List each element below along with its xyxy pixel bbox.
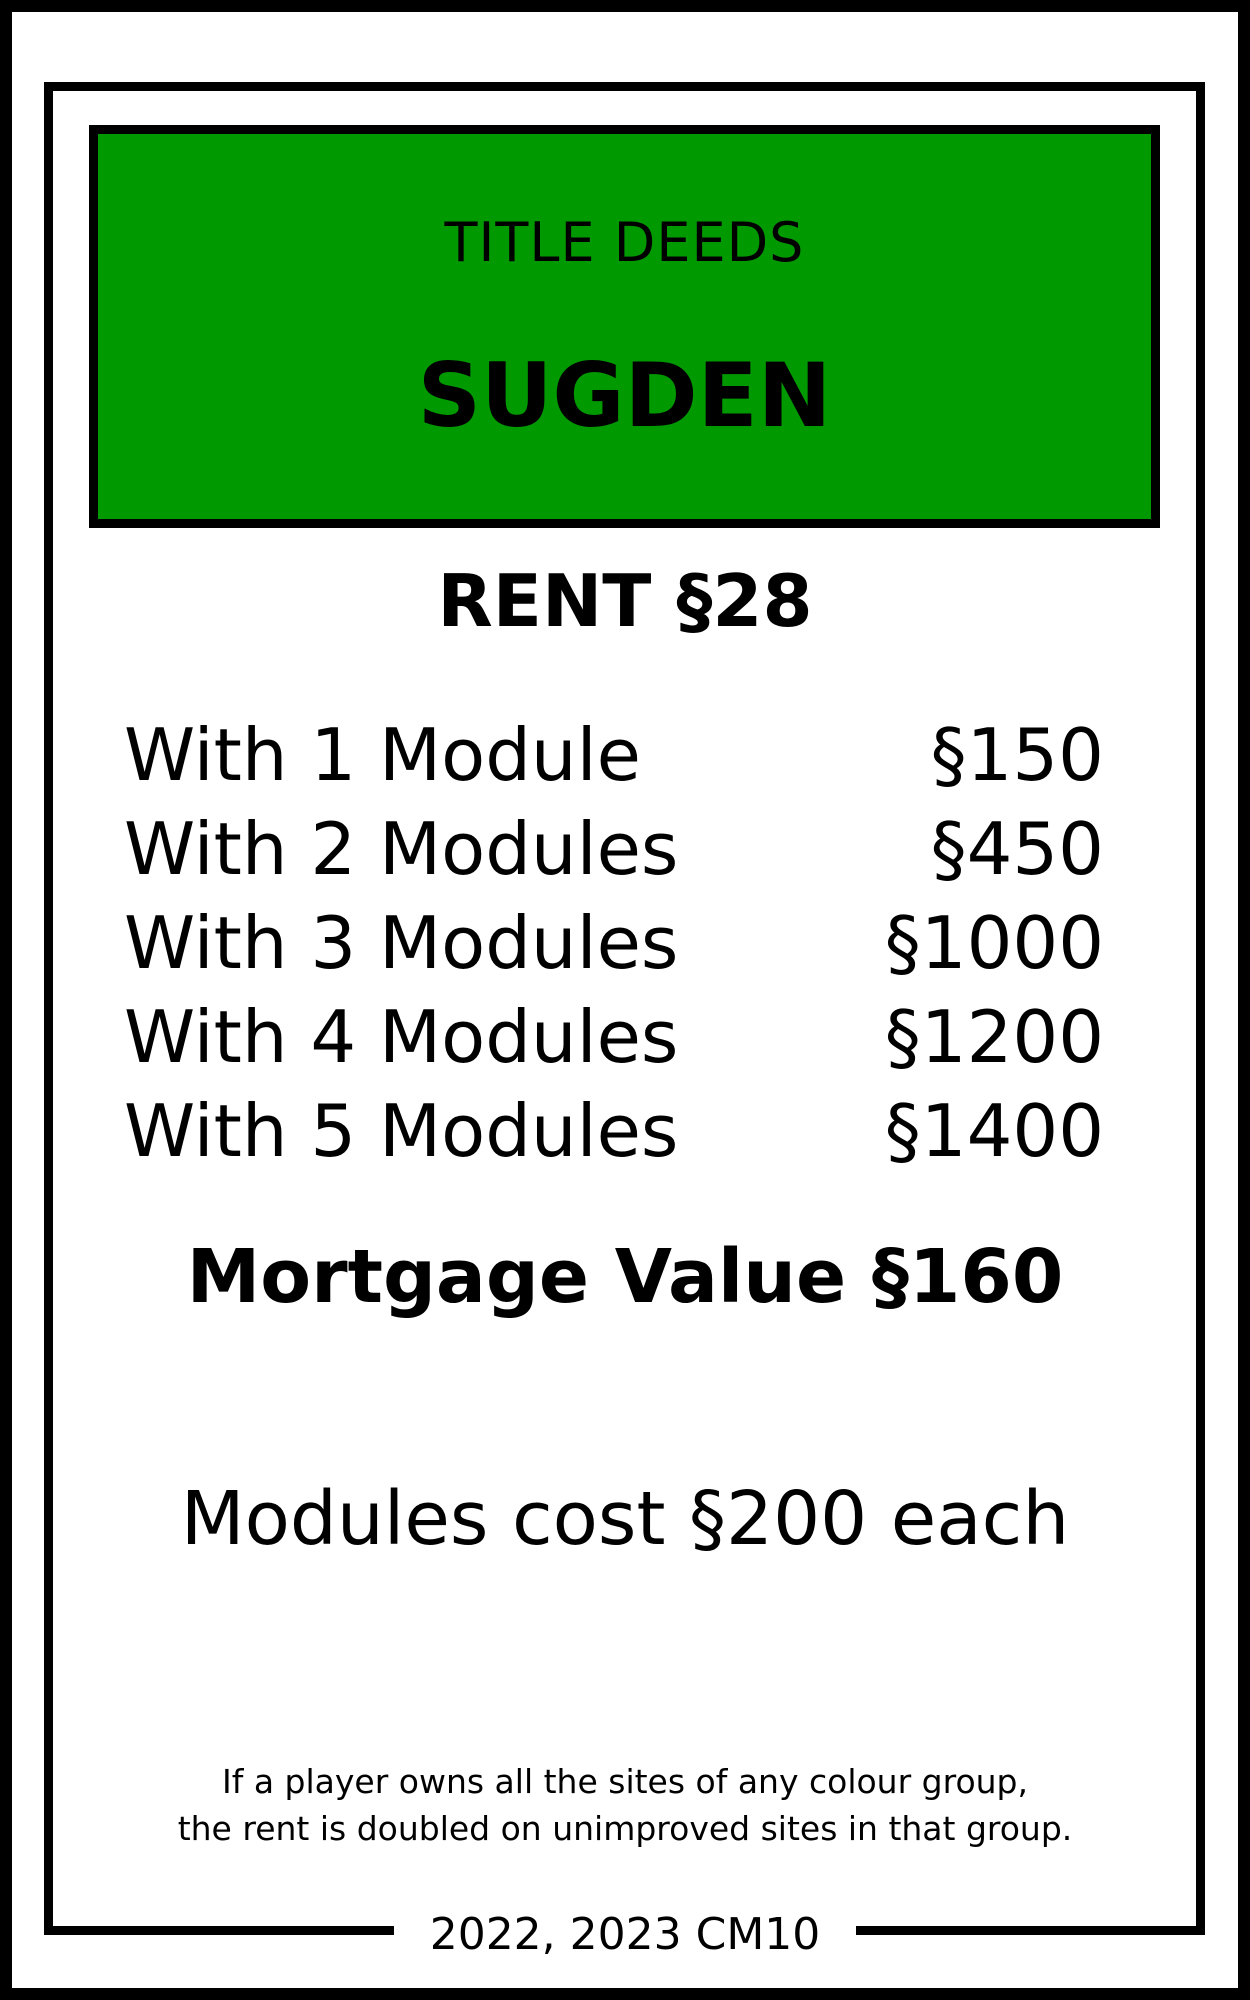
- rent-note-line-2: the rent is doubled on unimproved sites …: [177, 1809, 1073, 1848]
- card-footer: 2022, 2023 CM10: [0, 1910, 1250, 1960]
- rent-row-amount: §1000: [884, 901, 1104, 985]
- rent-row-label: With 1 Module: [124, 713, 641, 797]
- mortgage-value: Mortgage Value §160: [186, 1234, 1064, 1320]
- rent-row-label: With 3 Modules: [124, 901, 679, 985]
- rent-row: With 3 Modules §1000: [124, 896, 1104, 990]
- rent-row: With 4 Modules §1200: [124, 990, 1104, 1084]
- rent-row: With 2 Modules §450: [124, 802, 1104, 896]
- rent-row: With 5 Modules §1400: [124, 1084, 1104, 1178]
- header-label: TITLE DEEDS: [444, 211, 805, 274]
- rent-row-amount: §1200: [884, 995, 1104, 1079]
- rent-row: With 1 Module §150: [124, 708, 1104, 802]
- rent-row-label: With 5 Modules: [124, 1089, 679, 1173]
- rent-row-amount: §450: [930, 807, 1104, 891]
- rent-row-label: With 2 Modules: [124, 807, 679, 891]
- rent-note: If a player owns all the sites of any co…: [0, 1758, 1250, 1852]
- rent-note-line-1: If a player owns all the sites of any co…: [222, 1762, 1028, 1801]
- rent-row-label: With 4 Modules: [124, 995, 679, 1079]
- property-name: SUGDEN: [417, 344, 832, 447]
- card-header: TITLE DEEDS SUGDEN: [89, 125, 1160, 528]
- rent-row-amount: §150: [930, 713, 1104, 797]
- rent-row-amount: §1400: [884, 1089, 1104, 1173]
- rent-table: With 1 Module §150 With 2 Modules §450 W…: [124, 708, 1104, 1178]
- base-rent: RENT §28: [437, 559, 813, 643]
- modules-cost: Modules cost §200 each: [180, 1476, 1070, 1562]
- copyright-text: 2022, 2023 CM10: [393, 1910, 857, 1960]
